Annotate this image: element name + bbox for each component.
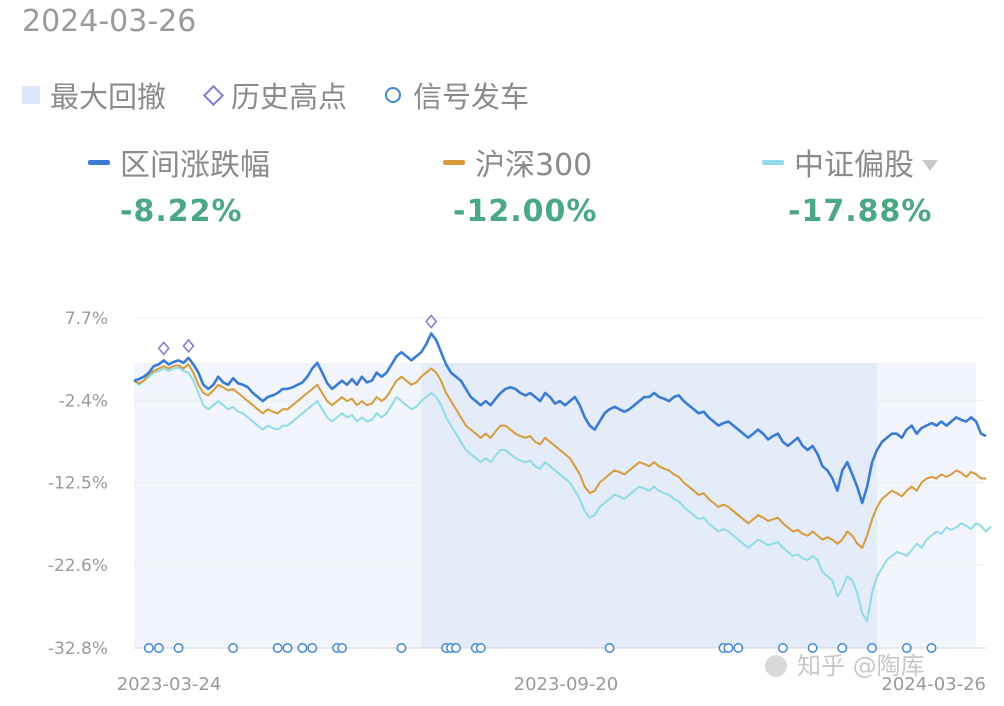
- max-drawdown-swatch-icon: [22, 86, 40, 104]
- series-color-bar-icon: [443, 159, 465, 165]
- signal-marker: [307, 643, 318, 653]
- diamond-icon: [202, 84, 225, 106]
- series-line-0: [133, 332, 987, 505]
- x-tick-label: 2023-03-24: [117, 674, 222, 695]
- legend-max-drawdown[interactable]: 最大回撤: [22, 74, 166, 116]
- legend-signal-label: 信号发车: [413, 80, 530, 114]
- y-tick-label: 7.7%: [65, 309, 108, 329]
- historical-high-marker: [425, 314, 438, 329]
- signal-marker: [297, 643, 308, 653]
- signal-marker: [272, 643, 283, 653]
- y-tick-label: -2.4%: [59, 391, 108, 411]
- y-tick-label: -32.8%: [48, 639, 108, 659]
- dropdown-triangle-icon[interactable]: [922, 159, 938, 171]
- series-value: -8.22%: [120, 194, 243, 229]
- series-value: -12.00%: [453, 194, 598, 229]
- signal-marker: [777, 643, 788, 653]
- series-line-1: [133, 363, 986, 549]
- series-name: 中证偏股: [794, 148, 914, 183]
- signal-marker: [228, 643, 239, 653]
- y-tick-label: -12.5%: [48, 474, 108, 494]
- circle-icon: [385, 87, 402, 103]
- date-label: 2024-03-26: [22, 4, 197, 39]
- signal-marker: [396, 643, 407, 653]
- drawdown-region-1: [421, 363, 878, 648]
- historical-high-marker: [157, 341, 170, 356]
- signal-marker: [867, 643, 878, 653]
- legend-historical-high[interactable]: 历史高点: [202, 74, 348, 116]
- series-summary-hs300[interactable]: 沪深300 -12.00%: [443, 140, 597, 229]
- signal-marker: [173, 643, 184, 653]
- signal-marker: [153, 643, 164, 653]
- series-line-2: [133, 366, 992, 623]
- drawdown-region-2: [877, 363, 977, 648]
- signal-marker: [451, 643, 461, 653]
- series-color-bar-icon: [88, 159, 110, 165]
- wechat-watermark-icon: [765, 655, 787, 677]
- legend-max-drawdown-label: 最大回撤: [50, 80, 167, 114]
- signal-marker: [143, 643, 154, 653]
- legend-signal[interactable]: 信号发车: [385, 74, 529, 116]
- signal-marker: [733, 643, 744, 653]
- signal-marker: [475, 643, 486, 653]
- y-tick-label: -22.6%: [48, 556, 108, 576]
- signal-marker: [337, 643, 347, 653]
- line-chart: 7.7% -2.4% -12.5% -22.6% -32.8% 2023-03-24 202…: [48, 309, 992, 695]
- series-summary-equity-fund[interactable]: 中证偏股 -17.88%: [762, 140, 938, 229]
- marker-legend: 最大回撤 历史高点 信号发车: [22, 74, 567, 116]
- series-name: 沪深300: [475, 148, 593, 183]
- watermark-text: 知乎 @陶库: [797, 652, 925, 680]
- series-summary: 区间涨跌幅 -8.22% 沪深300 -12.00% 中证偏股 -17.88%: [0, 140, 1004, 240]
- series-color-bar-icon: [762, 159, 784, 165]
- historical-high-marker: [182, 338, 195, 354]
- signal-marker: [282, 643, 293, 653]
- series-value: -17.88%: [788, 194, 933, 229]
- legend-historical-high-label: 历史高点: [231, 80, 348, 114]
- signal-marker: [604, 643, 615, 653]
- signal-marker: [926, 643, 937, 653]
- signal-marker: [807, 643, 818, 653]
- series-name: 区间涨跌幅: [120, 148, 270, 183]
- signal-marker: [901, 643, 912, 653]
- signal-marker: [837, 643, 848, 653]
- x-tick-label: 2024-03-26: [881, 674, 986, 695]
- x-tick-label: 2023-09-20: [514, 674, 619, 695]
- signal-marker: [723, 643, 734, 653]
- drawdown-region-0: [134, 363, 422, 648]
- series-summary-interval[interactable]: 区间涨跌幅 -8.22%: [88, 140, 270, 229]
